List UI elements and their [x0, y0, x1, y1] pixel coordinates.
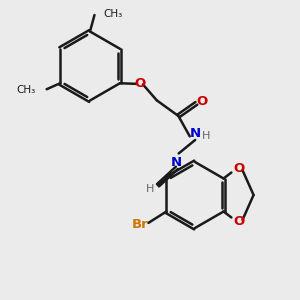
Text: O: O [233, 162, 244, 175]
Text: O: O [135, 77, 146, 90]
Text: N: N [170, 156, 182, 169]
Text: H: H [146, 184, 154, 194]
Text: CH₃: CH₃ [103, 9, 123, 20]
Text: N: N [190, 127, 201, 140]
Text: O: O [196, 95, 207, 108]
Text: Br: Br [132, 218, 148, 231]
Text: H: H [202, 131, 211, 141]
Text: CH₃: CH₃ [17, 85, 36, 95]
Text: O: O [233, 215, 244, 228]
